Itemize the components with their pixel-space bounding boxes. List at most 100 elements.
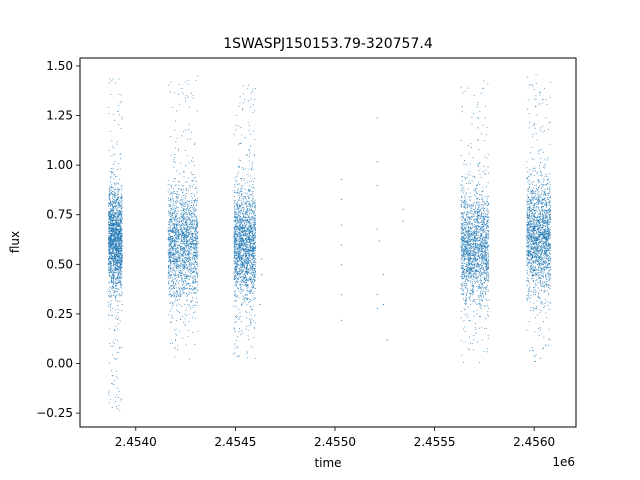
data-point (113, 281, 115, 283)
data-point (113, 264, 114, 266)
data-point (174, 193, 176, 194)
data-point (167, 179, 169, 181)
data-point (197, 289, 199, 291)
data-point (184, 260, 186, 262)
data-point (108, 113, 110, 115)
data-point (247, 195, 249, 197)
data-point (190, 230, 192, 232)
data-point (111, 204, 113, 206)
data-point (111, 215, 113, 217)
data-point (191, 92, 192, 94)
data-point (186, 213, 188, 215)
data-point (111, 254, 113, 256)
data-point (196, 263, 198, 265)
data-point (173, 224, 175, 226)
data-point (188, 212, 190, 214)
data-point (182, 255, 184, 257)
data-point (245, 283, 246, 285)
data-point (181, 337, 183, 339)
data-point (109, 231, 110, 232)
data-point (171, 215, 173, 217)
data-point (117, 243, 119, 245)
data-point (181, 231, 183, 232)
data-point (111, 219, 113, 221)
data-point (179, 330, 181, 332)
data-point (241, 244, 243, 246)
data-point (178, 230, 180, 232)
data-point (176, 320, 177, 321)
data-point (237, 166, 239, 168)
data-point (192, 279, 194, 281)
data-point (248, 318, 250, 320)
data-point (246, 228, 248, 230)
data-point (185, 254, 186, 256)
data-point (121, 291, 123, 293)
data-point (255, 258, 257, 260)
data-point (115, 239, 117, 241)
data-point (188, 209, 190, 211)
data-point (173, 193, 175, 195)
data-point (186, 236, 188, 238)
data-point (183, 255, 185, 257)
data-point (119, 238, 120, 240)
data-point (236, 235, 238, 237)
data-point (247, 196, 249, 198)
data-point (173, 256, 175, 257)
data-point (242, 243, 244, 245)
data-point (195, 269, 197, 271)
data-point (110, 260, 112, 262)
data-point (191, 224, 192, 225)
data-point (186, 244, 188, 246)
data-point (250, 199, 252, 201)
data-point (249, 250, 251, 252)
data-point (174, 227, 176, 228)
data-point (117, 254, 118, 256)
data-point (197, 252, 198, 253)
data-point (183, 288, 185, 290)
data-point (253, 239, 254, 241)
data-point (118, 203, 119, 205)
data-point (249, 236, 251, 238)
data-point (167, 239, 169, 241)
data-point (185, 309, 187, 311)
data-point (244, 254, 246, 256)
data-point (119, 215, 121, 217)
data-point (112, 252, 113, 254)
data-point (250, 307, 252, 309)
data-point (237, 228, 239, 230)
data-point (247, 88, 249, 90)
data-point (119, 224, 121, 226)
data-point (187, 79, 189, 81)
data-point (240, 255, 242, 257)
data-point (108, 261, 110, 262)
data-point (168, 204, 170, 206)
data-point (171, 242, 172, 243)
data-point (233, 251, 235, 252)
data-point (179, 226, 181, 228)
data-point (238, 232, 240, 234)
data-point (249, 290, 250, 292)
data-point (191, 248, 193, 250)
data-point (238, 166, 240, 168)
data-point (173, 191, 174, 193)
data-point (173, 245, 174, 247)
data-point (245, 266, 247, 268)
data-point (178, 274, 180, 276)
data-point (241, 167, 243, 169)
data-point (121, 293, 123, 294)
data-point (242, 234, 244, 236)
data-point (236, 286, 238, 288)
data-point (233, 232, 235, 234)
data-point (181, 252, 183, 254)
data-point (178, 200, 180, 202)
data-point (119, 409, 121, 411)
data-point (192, 246, 194, 248)
data-point (119, 219, 121, 221)
data-point (238, 251, 240, 253)
data-point (184, 274, 186, 275)
data-point (186, 257, 188, 259)
data-point (239, 247, 241, 249)
data-point (241, 278, 243, 280)
data-point (168, 238, 170, 240)
data-point (192, 299, 193, 301)
